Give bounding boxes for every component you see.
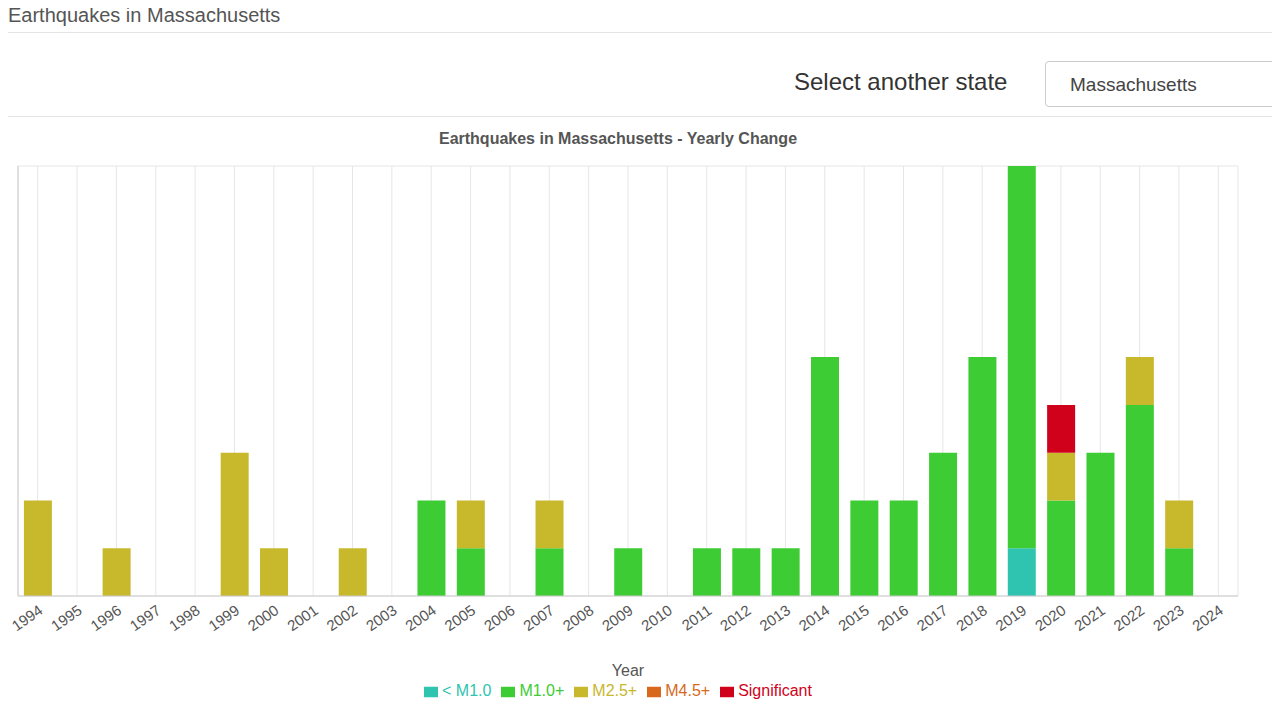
html-text:M4.5+: M4.5+ [665,682,711,699]
svg-text:2011: 2011 [678,601,714,633]
svg-text:1997: 1997 [126,601,163,634]
svg-text:1994: 1994 [8,601,45,634]
svg-text:2013: 2013 [756,601,793,634]
svg-text:1995: 1995 [48,601,85,634]
svg-text:2016: 2016 [874,601,911,634]
svg-text:2015: 2015 [835,601,872,634]
svg-text:2022: 2022 [1110,601,1147,634]
svg-text:2024: 2024 [1189,601,1226,634]
svg-text:2023: 2023 [1150,601,1187,634]
svg-text:2005: 2005 [441,601,478,634]
svg-text:2014: 2014 [796,601,833,634]
svg-text:2001: 2001 [284,601,321,634]
svg-text:2000: 2000 [245,601,282,634]
svg-text:2018: 2018 [953,601,990,634]
html-text:< M1.0: < M1.0 [442,682,492,699]
svg-text:1996: 1996 [87,601,124,634]
svg-text:2019: 2019 [992,601,1029,634]
html-text:Select another state: Select another state [794,68,1008,95]
svg-text:1999: 1999 [205,601,242,634]
svg-text:Year: Year [612,662,645,679]
html-text:M1.0+: M1.0+ [519,682,565,699]
html-text:M2.5+: M2.5+ [592,682,638,699]
svg-text:2012: 2012 [717,601,754,634]
html-text:Massachusetts: Massachusetts [1070,74,1197,95]
svg-text:2009: 2009 [599,601,636,634]
html-text:Significant: Significant [738,682,812,699]
svg-text:2021: 2021 [1071,601,1108,634]
svg-text:2017: 2017 [914,601,951,634]
svg-text:1998: 1998 [166,601,203,634]
svg-text:2010: 2010 [638,601,675,634]
html-text:Earthquakes in Massachusetts -: Earthquakes in Massachusetts - Yearly Ch… [439,130,797,147]
svg-text:2006: 2006 [481,601,518,634]
svg-text:2002: 2002 [323,601,360,634]
svg-text:2020: 2020 [1032,601,1069,634]
svg-text:2003: 2003 [363,601,400,634]
svg-text:2007: 2007 [520,601,557,634]
svg-text:2008: 2008 [559,601,596,634]
svg-text:2004: 2004 [402,601,439,634]
